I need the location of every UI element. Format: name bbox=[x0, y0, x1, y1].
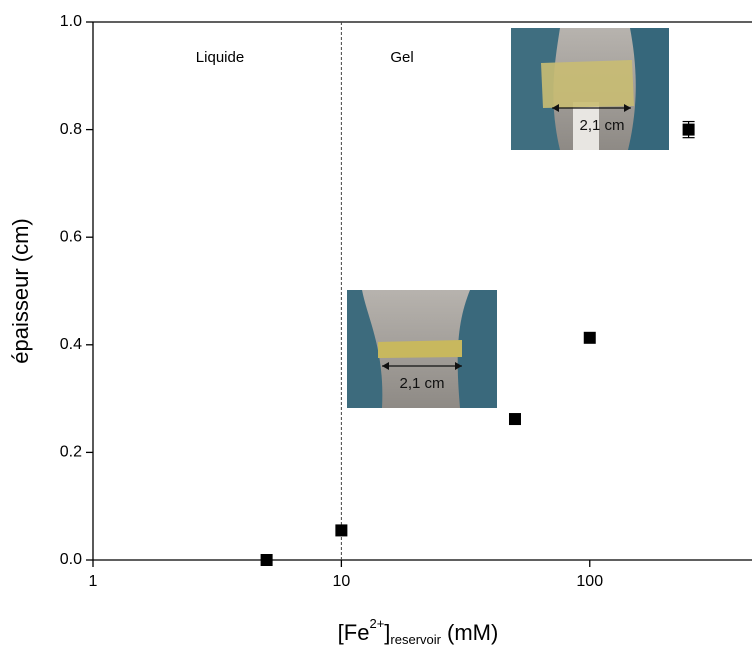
point bbox=[583, 331, 596, 344]
x-tick-label: 100 bbox=[576, 573, 603, 590]
x-axis-label: [Fe2+]reservoir (mM) bbox=[338, 616, 499, 647]
point bbox=[682, 123, 695, 136]
point bbox=[335, 524, 348, 537]
inset-label: 2,1 cm bbox=[399, 375, 444, 392]
annotation: Gel bbox=[390, 49, 413, 66]
y-tick-label: 0.8 bbox=[60, 121, 82, 138]
y-tick-label: 0.4 bbox=[60, 336, 82, 353]
x-tick-label: 10 bbox=[332, 573, 350, 590]
y-tick-label: 1.0 bbox=[60, 13, 82, 30]
point bbox=[508, 413, 521, 426]
y-tick-label: 0.2 bbox=[60, 444, 82, 461]
inset-label: 2,1 cm bbox=[579, 117, 624, 134]
point bbox=[260, 554, 273, 566]
annotation: Liquide bbox=[196, 49, 244, 66]
inset-photo: 2,1 cm bbox=[347, 290, 497, 408]
y-axis-label: épaisseur (cm) bbox=[8, 218, 33, 363]
x-tick-label: 1 bbox=[89, 573, 98, 590]
inset-photo: 2,1 cm bbox=[511, 28, 669, 150]
y-tick-label: 0.6 bbox=[60, 228, 82, 245]
y-tick-label: 0.0 bbox=[60, 551, 82, 568]
